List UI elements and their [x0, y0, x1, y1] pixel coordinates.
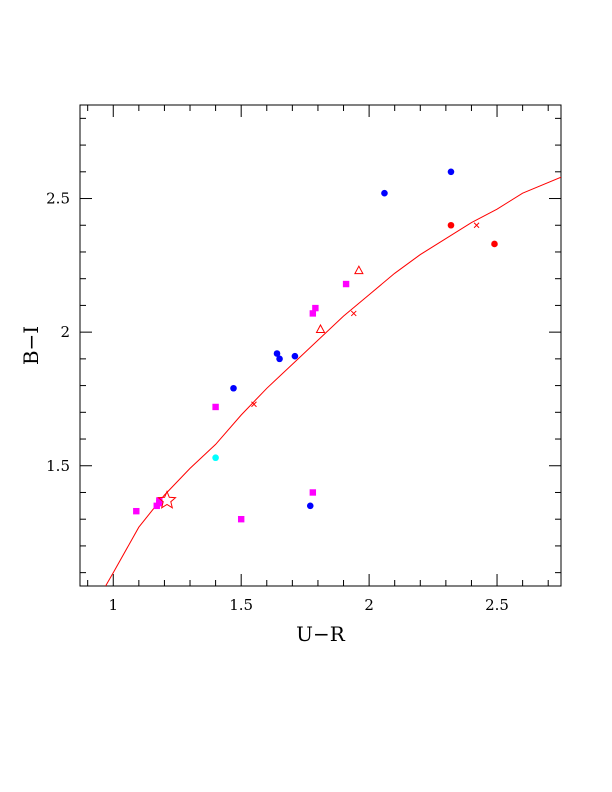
data-point-triangle: [315, 323, 326, 333]
data-point-square: [133, 507, 140, 515]
data-point-circle: [306, 502, 314, 510]
data-point-circle: [291, 352, 299, 360]
y-tick-label: 2.5: [46, 190, 70, 208]
data-point-circle: [212, 454, 219, 462]
data-point-square: [156, 497, 163, 504]
data-point-circle: [273, 350, 281, 357]
data-point-circle: [447, 221, 455, 229]
x-tick-label: 1: [108, 596, 118, 614]
y-axis-label: B−I: [19, 326, 43, 365]
plot-frame: [79, 104, 562, 587]
data-point-square: [212, 403, 219, 411]
data-point-square: [342, 280, 350, 288]
tick-labels: 1 1.5 2 2.5 1.5 2 2.5: [46, 190, 509, 614]
data-point-star: [157, 490, 177, 509]
x-axis-label: U−R: [296, 622, 346, 646]
curve-cross-mark: [251, 401, 257, 408]
data-point-circle: [276, 355, 283, 363]
curve-cross-mark: [350, 310, 357, 317]
x-tick-label: 2: [364, 596, 374, 614]
axis-ticks: [80, 105, 561, 586]
fit-curve: [105, 176, 561, 586]
data-point-circle: [381, 189, 388, 197]
data-point-circle: [230, 384, 237, 392]
data-point-square: [309, 310, 317, 317]
y-tick-label: 1.5: [46, 457, 70, 475]
data-points: [133, 168, 498, 523]
data-point-square: [237, 515, 245, 523]
y-tick-label: 2: [60, 323, 70, 341]
data-point-square: [309, 489, 317, 496]
data-point-triangle: [354, 265, 364, 275]
data-point-circle: [491, 240, 498, 248]
x-tick-label: 2.5: [485, 596, 509, 614]
data-point-square: [312, 304, 319, 312]
data-point-circle: [447, 168, 455, 176]
curve-cross-mark: [473, 222, 480, 229]
x-tick-label: 1.5: [229, 596, 253, 614]
fit-curve-line: [105, 176, 561, 586]
